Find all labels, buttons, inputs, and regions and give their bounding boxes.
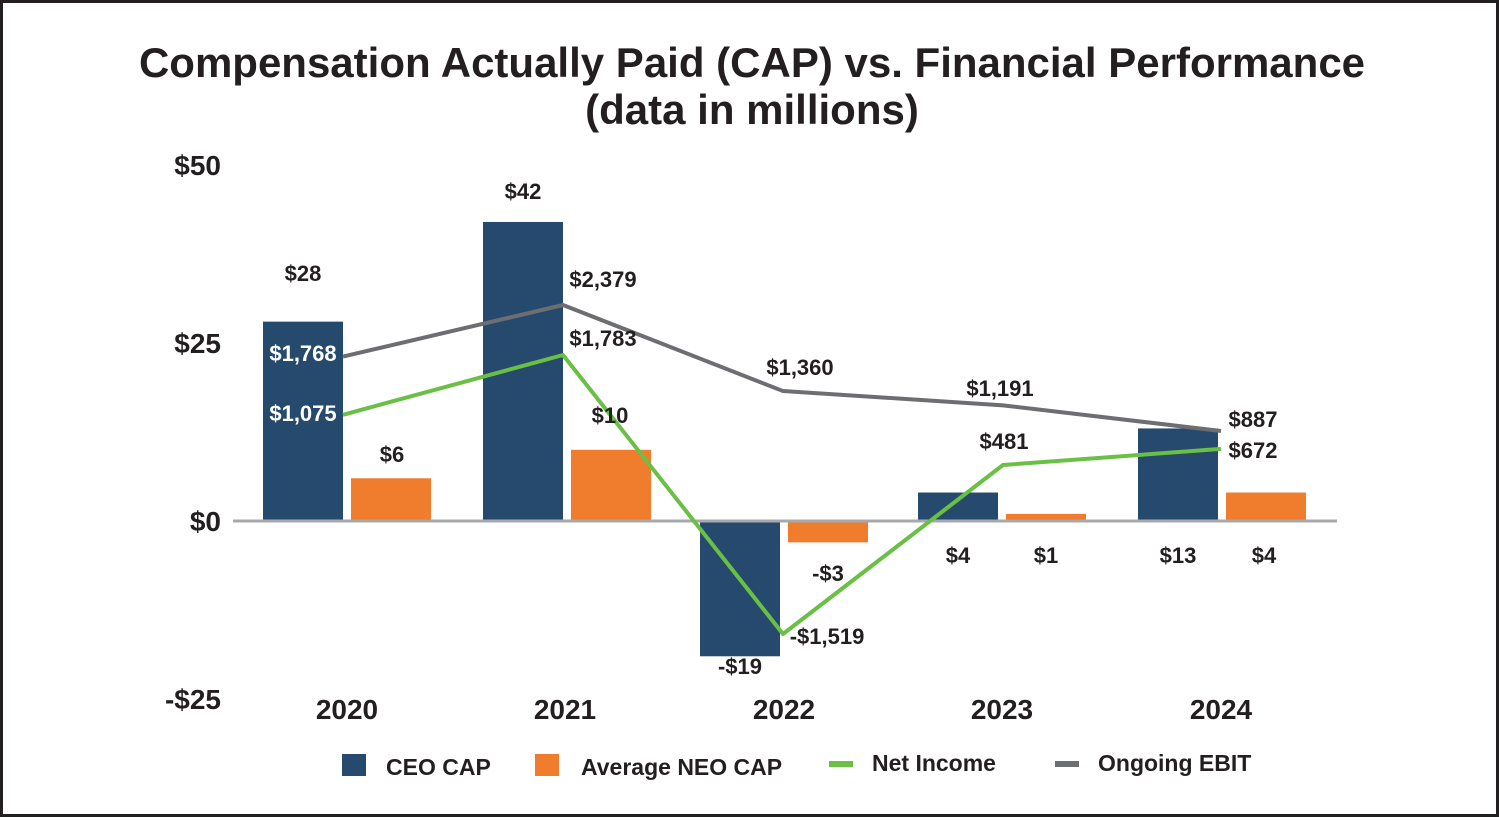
y-tick-label: -$25: [165, 684, 221, 715]
x-tick-label: 2024: [1190, 694, 1253, 725]
neo-cap-data-label: $4: [1252, 543, 1277, 568]
ceo-cap-bar-2024: [1138, 428, 1218, 521]
data-label-layer: $28 $42 -$19 $4 $13 $6 $10 -$3 $1 $4 $1,075 $1,783 -…: [269, 179, 1277, 679]
ceo-cap-data-label: $13: [1160, 543, 1197, 568]
legend-swatch-ongoing-ebit: [1055, 761, 1079, 767]
ceo-cap-data-label: $28: [285, 261, 322, 286]
y-tick-label: $0: [190, 506, 221, 537]
net-income-data-label: $1,783: [569, 326, 636, 351]
legend-label: Ongoing EBIT: [1098, 750, 1251, 776]
ongoing-ebit-data-label: $1,191: [966, 376, 1033, 401]
legend-swatch-net-income: [829, 761, 853, 767]
net-income-data-label: -$1,519: [790, 624, 865, 649]
neo-cap-data-label: $10: [592, 403, 629, 428]
y-tick-label: $25: [174, 328, 221, 359]
chart-subtitle: (data in millions): [585, 86, 919, 133]
neo-cap-data-label: $1: [1034, 543, 1058, 568]
net-income-data-label: $672: [1229, 438, 1278, 463]
ongoing-ebit-data-label: $887: [1229, 407, 1278, 432]
ceo-cap-data-label: $4: [946, 543, 971, 568]
ceo-cap-data-label: -$19: [718, 654, 762, 679]
ceo-cap-data-label: $42: [505, 179, 542, 204]
net-income-data-label: $481: [980, 429, 1029, 454]
x-tick-label: 2021: [534, 694, 596, 725]
ongoing-ebit-data-label: $2,379: [569, 267, 636, 292]
neo-cap-bar-2023: [1006, 513, 1086, 521]
net-income-line: [342, 353, 1222, 636]
chart-svg: Compensation Actually Paid (CAP) vs. Fin…: [139, 39, 1365, 780]
legend-label: Net Income: [872, 750, 996, 776]
ongoing-ebit-data-label: $1,768: [269, 341, 336, 366]
y-axis-ticks: $50 $25 $0 -$25: [165, 150, 221, 715]
neo-cap-bar-2022: [788, 521, 868, 543]
y-tick-label: $50: [174, 150, 221, 181]
neo-cap-bar-2024: [1226, 492, 1306, 521]
neo-cap-data-label: $6: [380, 442, 404, 467]
ceo-cap-bar-2020: [263, 321, 343, 521]
neo-cap-bar-2020: [351, 478, 431, 521]
net-income-data-label: $1,075: [269, 401, 336, 426]
x-tick-label: 2023: [971, 694, 1033, 725]
x-axis-ticks: 2020 2021 2022 2023 2024: [316, 694, 1253, 725]
x-tick-label: 2020: [316, 694, 378, 725]
ongoing-ebit-line: [342, 303, 1222, 433]
x-tick-label: 2022: [753, 694, 815, 725]
line-layer: [342, 303, 1222, 636]
neo-cap-data-label: -$3: [812, 561, 844, 586]
chart-title: Compensation Actually Paid (CAP) vs. Fin…: [139, 39, 1365, 86]
neo-cap-bar-2021: [571, 449, 651, 521]
legend-label: CEO CAP: [386, 754, 491, 780]
legend-swatch-average-neo-cap: [535, 754, 559, 776]
legend: CEO CAP Average NEO CAP Net Income Ongoing …: [342, 750, 1251, 780]
bar-layer: [263, 221, 1306, 657]
ceo-cap-bar-2023: [918, 492, 998, 521]
legend-swatch-ceo-cap: [342, 754, 366, 776]
legend-label: Average NEO CAP: [581, 754, 782, 780]
ongoing-ebit-data-label: $1,360: [766, 355, 833, 380]
